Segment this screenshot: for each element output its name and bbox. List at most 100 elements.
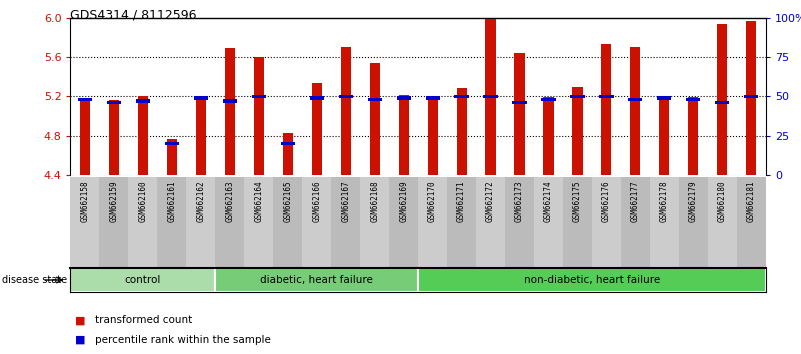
Bar <box>747 21 756 175</box>
Text: GDS4314 / 8112596: GDS4314 / 8112596 <box>70 9 197 22</box>
Bar <box>187 177 215 267</box>
Bar <box>476 177 505 267</box>
Text: ■: ■ <box>74 335 85 345</box>
Text: transformed count: transformed count <box>95 315 191 325</box>
Bar <box>744 95 759 98</box>
Bar <box>136 99 150 103</box>
Bar <box>686 98 700 101</box>
Text: disease state: disease state <box>2 275 66 285</box>
Bar <box>369 63 380 175</box>
Bar <box>225 48 235 175</box>
Bar <box>165 142 179 145</box>
Text: GSM662176: GSM662176 <box>602 181 611 222</box>
Bar <box>454 95 469 98</box>
Text: GSM662170: GSM662170 <box>428 181 437 222</box>
Bar <box>428 97 437 175</box>
Bar <box>167 139 177 175</box>
Bar <box>332 177 360 267</box>
Bar <box>78 98 92 101</box>
Bar <box>389 177 418 267</box>
Bar <box>715 101 730 104</box>
Text: GSM662162: GSM662162 <box>196 181 205 222</box>
Text: percentile rank within the sample: percentile rank within the sample <box>95 335 271 345</box>
Bar <box>302 177 332 267</box>
Bar <box>157 177 187 267</box>
Bar <box>399 96 409 175</box>
Text: diabetic, heart failure: diabetic, heart failure <box>260 275 373 285</box>
Bar <box>457 87 467 175</box>
Text: GSM662181: GSM662181 <box>747 181 756 222</box>
Text: GSM662177: GSM662177 <box>631 181 640 222</box>
Bar <box>252 95 266 98</box>
Bar <box>602 44 611 175</box>
Text: GSM662172: GSM662172 <box>486 181 495 222</box>
Bar <box>280 142 295 145</box>
Bar <box>447 177 476 267</box>
Bar <box>283 133 293 175</box>
Text: GSM662158: GSM662158 <box>80 181 90 222</box>
Bar <box>194 96 208 100</box>
Bar <box>541 98 556 101</box>
Text: GSM662180: GSM662180 <box>718 181 727 222</box>
Bar <box>107 101 121 104</box>
Bar <box>514 53 525 175</box>
Bar <box>659 97 670 175</box>
Bar <box>340 47 351 175</box>
Bar <box>99 177 128 267</box>
Bar <box>80 98 90 175</box>
Bar <box>425 96 440 100</box>
Bar <box>109 101 119 175</box>
Text: GSM662165: GSM662165 <box>284 181 292 222</box>
Text: GSM662166: GSM662166 <box>312 181 321 222</box>
Bar <box>563 177 592 267</box>
Text: GSM662164: GSM662164 <box>254 181 264 222</box>
Bar <box>310 96 324 100</box>
Bar <box>678 177 708 267</box>
Bar <box>599 95 614 98</box>
Bar <box>592 177 621 267</box>
Text: GSM662169: GSM662169 <box>399 181 409 222</box>
Bar <box>418 177 447 267</box>
Bar <box>128 177 158 267</box>
Bar <box>543 97 553 175</box>
Text: GSM662174: GSM662174 <box>544 181 553 222</box>
Bar <box>513 101 526 104</box>
Text: GSM662171: GSM662171 <box>457 181 466 222</box>
Bar <box>485 19 496 175</box>
Text: GSM662159: GSM662159 <box>110 181 119 222</box>
Bar <box>215 177 244 267</box>
Text: control: control <box>125 275 161 285</box>
Bar <box>688 97 698 175</box>
Text: GSM662167: GSM662167 <box>341 181 350 222</box>
Bar <box>418 268 766 292</box>
Text: ■: ■ <box>74 315 85 325</box>
Bar <box>505 177 534 267</box>
Bar <box>570 95 585 98</box>
Bar <box>244 177 273 267</box>
Text: GSM662161: GSM662161 <box>167 181 176 222</box>
Text: GSM662163: GSM662163 <box>225 181 235 222</box>
Bar <box>195 97 206 175</box>
Bar <box>368 98 382 101</box>
Text: GSM662160: GSM662160 <box>139 181 147 222</box>
Bar <box>650 177 679 267</box>
Text: GSM662178: GSM662178 <box>660 181 669 222</box>
Bar <box>396 96 411 100</box>
Bar <box>339 95 352 98</box>
Bar <box>621 177 650 267</box>
Bar <box>254 57 264 175</box>
Bar <box>573 87 582 175</box>
Text: GSM662179: GSM662179 <box>689 181 698 222</box>
Bar <box>630 47 641 175</box>
Bar <box>215 268 418 292</box>
Bar <box>70 177 99 267</box>
Bar <box>138 97 148 175</box>
Bar <box>484 95 497 98</box>
Bar <box>628 98 642 101</box>
Bar <box>273 177 302 267</box>
Bar <box>658 96 671 100</box>
Bar <box>223 99 237 103</box>
Bar <box>708 177 737 267</box>
Text: non-diabetic, heart failure: non-diabetic, heart failure <box>524 275 660 285</box>
Text: GSM662175: GSM662175 <box>573 181 582 222</box>
